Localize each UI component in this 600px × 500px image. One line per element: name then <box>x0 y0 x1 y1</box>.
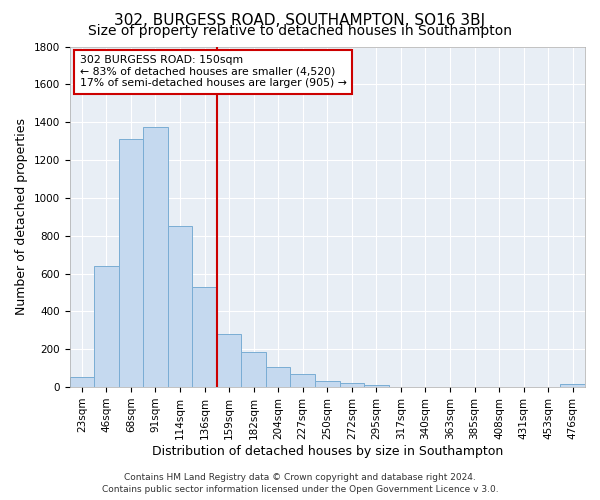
Bar <box>168 226 192 387</box>
Bar <box>119 139 143 387</box>
Bar <box>364 385 389 387</box>
Bar <box>217 334 241 387</box>
Bar <box>560 384 585 387</box>
X-axis label: Distribution of detached houses by size in Southampton: Distribution of detached houses by size … <box>152 444 503 458</box>
Bar <box>340 383 364 387</box>
Bar <box>70 376 94 387</box>
Bar <box>241 352 266 387</box>
Bar <box>315 381 340 387</box>
Text: Size of property relative to detached houses in Southampton: Size of property relative to detached ho… <box>88 24 512 38</box>
Y-axis label: Number of detached properties: Number of detached properties <box>15 118 28 316</box>
Text: 302, BURGESS ROAD, SOUTHAMPTON, SO16 3BJ: 302, BURGESS ROAD, SOUTHAMPTON, SO16 3BJ <box>115 12 485 28</box>
Bar <box>143 127 168 387</box>
Text: Contains HM Land Registry data © Crown copyright and database right 2024.
Contai: Contains HM Land Registry data © Crown c… <box>101 472 499 494</box>
Bar <box>290 374 315 387</box>
Bar <box>94 266 119 387</box>
Text: 302 BURGESS ROAD: 150sqm
← 83% of detached houses are smaller (4,520)
17% of sem: 302 BURGESS ROAD: 150sqm ← 83% of detach… <box>80 55 347 88</box>
Bar <box>266 367 290 387</box>
Bar <box>192 287 217 387</box>
